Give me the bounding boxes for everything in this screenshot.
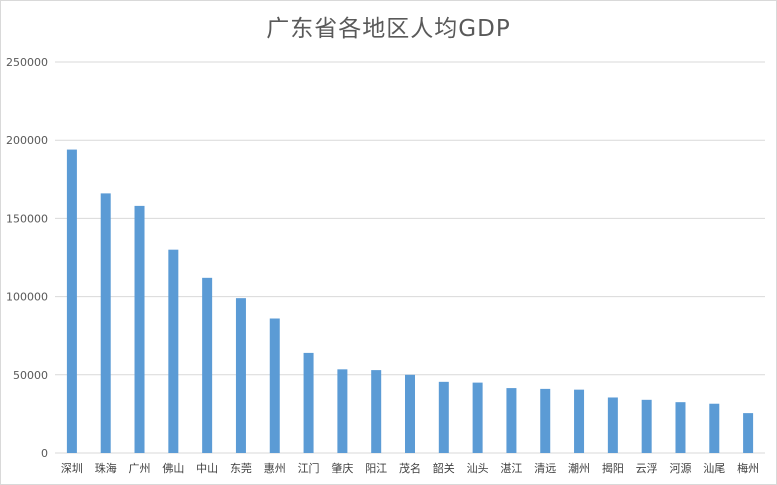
bar-汕头 [472, 382, 483, 453]
x-category-label-10: 茂名 [399, 461, 421, 475]
x-category-label-3: 佛山 [162, 462, 184, 475]
bar-中山 [202, 277, 213, 453]
x-category-label-2: 广州 [129, 462, 151, 475]
x-category-label-20: 梅州 [737, 461, 759, 475]
x-category-label-12: 汕头 [467, 462, 489, 475]
x-category-label-16: 揭阳 [602, 461, 624, 475]
x-category-label-0: 深圳 [61, 462, 83, 475]
x-category-label-8: 肇庆 [331, 461, 353, 475]
bar-佛山 [168, 249, 179, 453]
x-category-label-18: 河源 [669, 461, 691, 475]
bar-茂名 [405, 374, 415, 453]
bar-东莞 [235, 298, 246, 453]
y-tick-label-4: 200000 [6, 134, 48, 147]
bar-珠海 [100, 193, 111, 453]
x-category-label-11: 韶关 [433, 461, 455, 475]
x-category-label-19: 汕尾 [703, 462, 725, 475]
x-category-label-1: 珠海 [95, 461, 117, 475]
bar-河源 [675, 402, 686, 453]
bar-江门 [303, 352, 314, 453]
x-category-label-9: 阳江 [365, 462, 387, 475]
y-tick-label-5: 250000 [6, 56, 48, 69]
x-category-label-13: 湛江 [500, 462, 522, 475]
bar-肇庆 [337, 369, 348, 453]
x-category-label-15: 潮州 [568, 461, 590, 475]
bar-梅州 [743, 413, 754, 453]
y-tick-label-0: 0 [41, 447, 48, 460]
bar-汕尾 [709, 403, 720, 453]
bar-广州 [134, 205, 145, 453]
y-axis-tick-labels: 0 50000 100000 150000 200000 250000 [6, 56, 48, 460]
bar-云浮 [641, 399, 652, 453]
y-tick-label-3: 150000 [6, 212, 48, 225]
bar-潮州 [574, 389, 585, 453]
bars [66, 149, 754, 453]
bar-揭阳 [607, 397, 618, 453]
chart-title: 广东省各地区人均GDP [266, 16, 511, 42]
y-tick-label-2: 100000 [6, 291, 48, 304]
bar-韶关 [438, 381, 449, 453]
bar-阳江 [371, 370, 382, 453]
bar-清远 [540, 388, 551, 453]
x-axis-category-labels: 深圳 珠海 广州 佛山 中山 东莞 惠州 江门 肇庆 阳江 茂名 韶关 汕头 湛江 清远 潮州 揭阳 云浮 河源 汕尾… [61, 461, 759, 475]
bar-湛江 [506, 388, 517, 453]
y-tick-label-1: 50000 [13, 369, 48, 382]
x-category-label-5: 东莞 [230, 462, 252, 475]
bar-惠州 [269, 318, 280, 453]
x-category-label-14: 清远 [534, 462, 556, 475]
x-category-label-7: 江门 [298, 461, 320, 475]
x-category-label-6: 惠州 [264, 461, 286, 475]
bar-深圳 [66, 149, 77, 453]
x-category-label-4: 中山 [196, 462, 218, 475]
x-category-label-17: 云浮 [636, 462, 658, 475]
